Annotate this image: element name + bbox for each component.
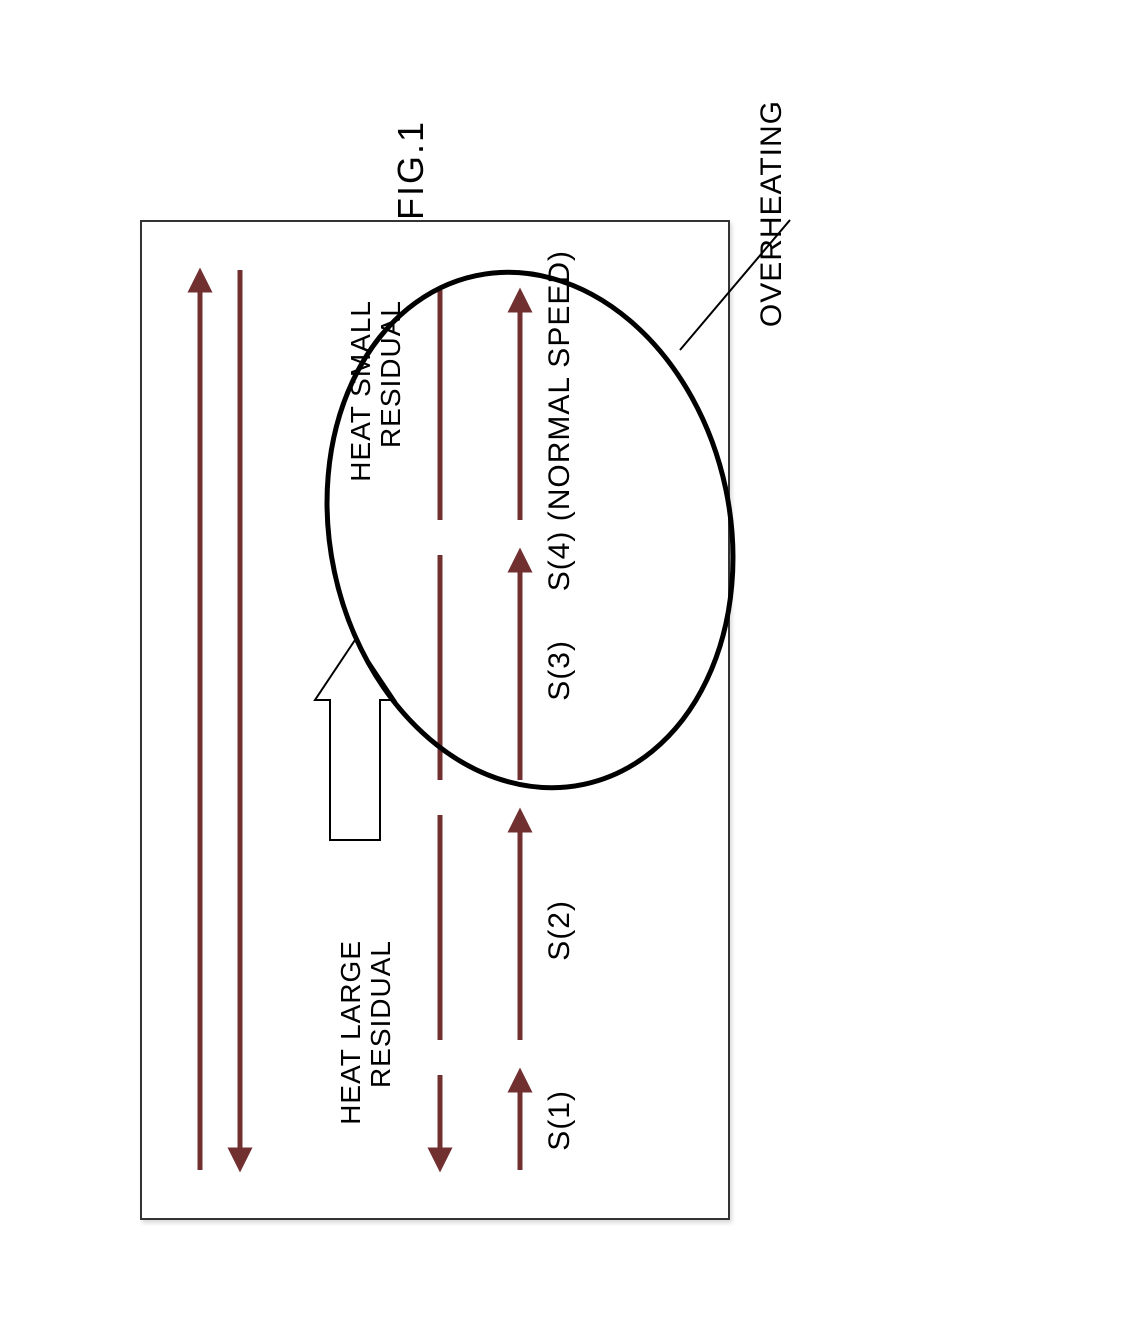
overheating-label: OVERHEATING [755,100,789,327]
s3-label: S(3) [543,640,577,701]
residual-small-line1: RESIDUAL [375,300,407,448]
figure-container: FIG.1 OVERHEATING RESIDUAL HEAT SMALL RE… [0,0,1144,1331]
s2-label: S(2) [543,900,577,961]
residual-large-line2: HEAT LARGE [335,940,367,1125]
s1-label: S(1) [543,1090,577,1151]
block-arrow-up [315,640,395,840]
s4-label: S(4) (NORMAL SPEED) [543,250,577,591]
residual-small-line2: HEAT SMALL [345,300,377,482]
residual-large-line1: RESIDUAL [365,940,397,1088]
